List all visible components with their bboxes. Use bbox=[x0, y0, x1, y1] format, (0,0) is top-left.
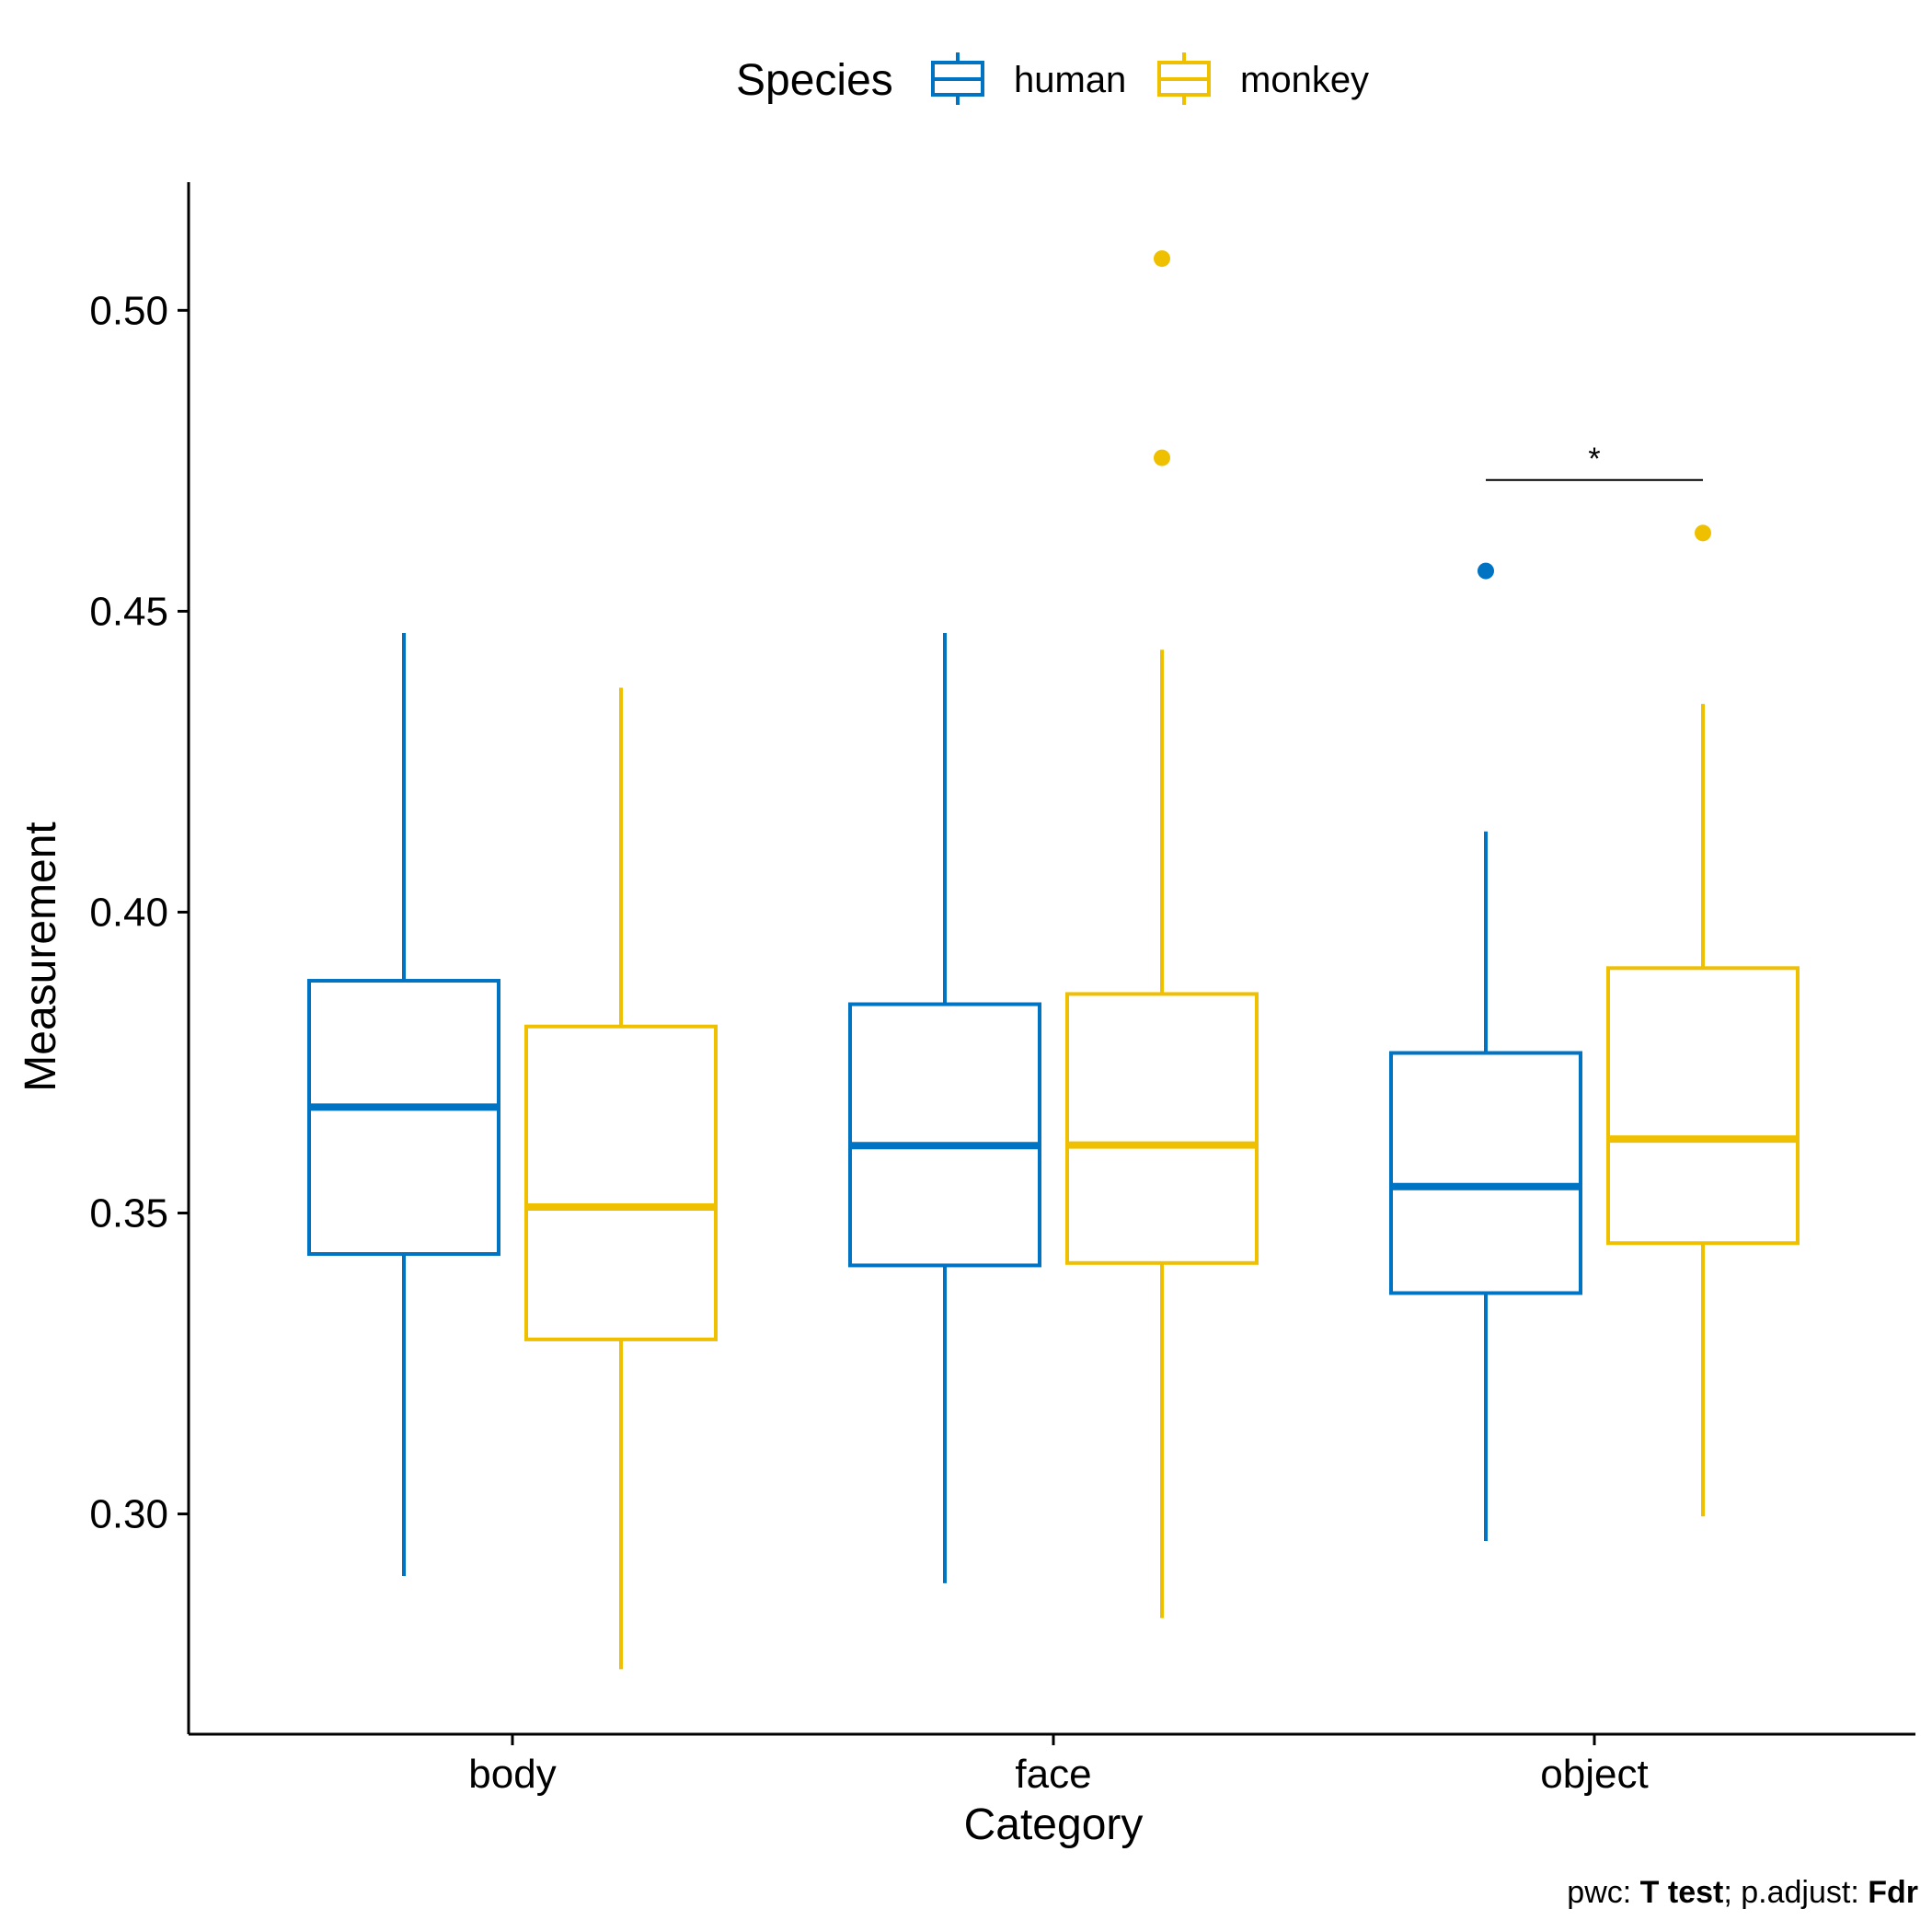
box-human-body bbox=[307, 632, 500, 1576]
box-iqr bbox=[1065, 992, 1259, 1265]
caption-middle: ; p.adjust: bbox=[1723, 1875, 1868, 1910]
outlier-point bbox=[1154, 250, 1170, 268]
outlier-point bbox=[1154, 449, 1170, 466]
legend-item-monkey: monkey bbox=[1157, 52, 1369, 105]
caption-prefix: pwc: bbox=[1567, 1875, 1639, 1910]
x-tick-label: face bbox=[1015, 1752, 1091, 1797]
y-tick-label: 0.30 bbox=[89, 1492, 168, 1537]
y-tick-label: 0.35 bbox=[89, 1191, 168, 1236]
x-axis-title: Category bbox=[964, 1800, 1144, 1849]
legend-label-human: human bbox=[1014, 60, 1126, 100]
legend-item-human: human bbox=[931, 52, 1126, 105]
box-monkey-object bbox=[1606, 524, 1800, 1517]
box-monkey-body bbox=[524, 687, 718, 1670]
legend: Species human monkey bbox=[736, 52, 1369, 105]
caption-test: T test bbox=[1640, 1875, 1724, 1910]
x-axis-ticks: body face object bbox=[468, 1734, 1649, 1797]
x-tick-label: body bbox=[468, 1752, 556, 1797]
y-axis-title: Measurement bbox=[17, 822, 65, 1091]
series-monkey bbox=[524, 250, 1800, 1670]
legend-title: Species bbox=[736, 56, 893, 105]
box-iqr bbox=[1389, 1051, 1582, 1295]
outlier-point bbox=[1695, 524, 1711, 542]
x-tick-label: object bbox=[1540, 1752, 1648, 1797]
y-tick-label: 0.40 bbox=[89, 890, 168, 935]
caption: pwc: T test; p.adjust: Fdr bbox=[1567, 1875, 1918, 1910]
y-axis-ticks: 0.30 0.35 0.40 0.45 0.50 bbox=[89, 288, 189, 1537]
box-iqr bbox=[524, 1024, 718, 1341]
box-iqr bbox=[848, 1002, 1041, 1268]
y-tick-label: 0.50 bbox=[89, 288, 168, 333]
box-human-face bbox=[848, 632, 1041, 1583]
box-iqr bbox=[307, 979, 500, 1257]
plot-area: * bbox=[307, 250, 1800, 1670]
significance-label: * bbox=[1588, 442, 1600, 477]
box-human-object bbox=[1389, 562, 1582, 1542]
caption-method: Fdr bbox=[1868, 1875, 1918, 1910]
y-tick-label: 0.45 bbox=[89, 589, 168, 634]
legend-label-monkey: monkey bbox=[1240, 60, 1369, 100]
significance-bracket: * bbox=[1486, 442, 1703, 481]
box-monkey-face bbox=[1065, 250, 1259, 1618]
box-iqr bbox=[1606, 966, 1800, 1246]
series-human bbox=[307, 562, 1582, 1583]
outlier-point bbox=[1478, 562, 1494, 580]
